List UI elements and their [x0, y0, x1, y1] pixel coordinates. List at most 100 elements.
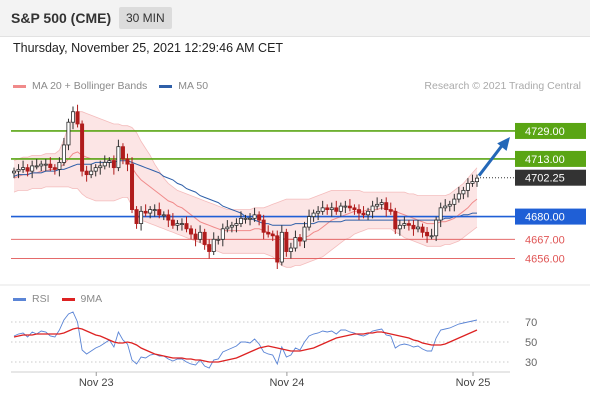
time-tick-label: Nov 23	[79, 377, 114, 389]
candle-body	[347, 205, 352, 209]
ma50-legend-label: MA 50	[178, 80, 209, 92]
candle-body	[279, 231, 284, 263]
timeframe-selector[interactable]: 30 MIN	[119, 7, 172, 29]
candle-body	[429, 235, 434, 238]
candle-body	[248, 217, 253, 220]
candle-body	[211, 238, 216, 252]
candle-body	[397, 224, 402, 230]
candle-body	[465, 182, 470, 191]
candle-body	[39, 163, 44, 167]
candle-body	[461, 189, 466, 195]
candle-body	[93, 167, 98, 172]
candle-body	[84, 170, 89, 176]
candle-body	[166, 214, 171, 221]
candle-body	[98, 165, 103, 169]
key-levels-layer	[11, 130, 515, 259]
candle-body	[120, 146, 125, 160]
candle-body	[270, 233, 275, 237]
bollinger-upper-line	[13, 111, 478, 211]
candle-body	[75, 111, 80, 125]
ma9-legend-label: 9MA	[80, 293, 103, 305]
candle-body	[361, 212, 366, 216]
candle-body	[30, 165, 35, 172]
rsi-swatch	[13, 297, 26, 301]
ma20-swatch	[13, 84, 26, 88]
candle-body	[406, 223, 411, 226]
candle-body	[311, 212, 316, 217]
candle-body	[25, 167, 30, 172]
candle-body	[225, 226, 230, 230]
candle-body	[234, 223, 239, 226]
candle-body	[438, 207, 443, 221]
rsi-layer: 70 50 30	[11, 311, 537, 369]
candle-body	[411, 224, 416, 230]
candle-body	[320, 207, 325, 212]
level-label-support: 4667.00	[525, 234, 565, 246]
candle-body	[356, 209, 361, 214]
candle-body	[302, 226, 307, 242]
candle-body	[189, 228, 194, 235]
candle-body	[329, 207, 334, 210]
forecast-arrow-layer	[477, 136, 510, 177]
candle-body	[202, 231, 207, 245]
candle-body	[198, 231, 203, 240]
candle-body	[293, 237, 298, 249]
candle-body	[130, 163, 135, 210]
candle-body	[243, 217, 248, 220]
candle-body	[252, 214, 257, 219]
rsi-tick-label: 30	[525, 357, 537, 369]
candle-body	[415, 226, 420, 230]
candle-body	[179, 223, 184, 225]
candle-body	[134, 209, 139, 224]
candle-body	[125, 158, 130, 165]
price-label-layer: 4729.00 4713.00 4680.00 4667.00 4656.00 4702.…	[515, 122, 586, 266]
level-tag-resistance	[515, 122, 586, 139]
candle-body	[107, 160, 112, 163]
candle-body	[184, 223, 189, 230]
candle-body	[148, 209, 153, 214]
candle-body	[370, 205, 375, 212]
candle-body	[266, 231, 271, 235]
candle-body	[388, 209, 393, 212]
candle-body	[338, 205, 343, 212]
candle-body	[352, 207, 357, 210]
candle-body	[52, 167, 57, 170]
candle-body	[261, 219, 266, 233]
candle-body	[452, 198, 457, 205]
level-label-support: 4656.00	[525, 254, 565, 266]
candle-body	[157, 209, 162, 216]
candle-body	[334, 207, 339, 212]
candle-body	[434, 219, 439, 237]
rsi-tick-label: 70	[525, 317, 537, 329]
candle-body	[43, 163, 48, 166]
grid-layer	[0, 284, 590, 373]
candle-body	[307, 216, 312, 228]
current-price-tag	[515, 169, 586, 186]
candle-body	[238, 217, 243, 224]
ma9-swatch	[61, 297, 75, 301]
candle-body	[366, 210, 371, 216]
candle-body	[474, 177, 479, 183]
forecast-arrow-head	[497, 136, 510, 151]
level-tag-resistance	[515, 150, 586, 167]
rsi-series-9ma	[13, 327, 478, 363]
candle-body	[316, 210, 321, 214]
candle-body	[116, 146, 121, 169]
candle-body	[443, 205, 448, 209]
ma50-swatch	[159, 84, 173, 88]
candle-body	[425, 231, 430, 237]
instrument-title: S&P 500 (CME)	[11, 10, 112, 26]
candle-body	[220, 228, 225, 240]
chart-datetime: Thursday, November 25, 2021 12:29:46 AM …	[13, 41, 284, 55]
level-label-resistance: 4713.00	[525, 154, 565, 166]
top-bar: S&P 500 (CME) 30 MIN	[0, 0, 590, 37]
ma20-legend-label: MA 20 + Bollinger Bands	[32, 80, 148, 92]
candle-body	[216, 238, 221, 241]
candle-body	[57, 162, 62, 170]
rsi-series-rsi	[13, 311, 478, 369]
candle-body	[470, 181, 475, 184]
candle-body	[393, 210, 398, 230]
candle-body	[170, 219, 175, 226]
candle-body	[102, 162, 107, 167]
